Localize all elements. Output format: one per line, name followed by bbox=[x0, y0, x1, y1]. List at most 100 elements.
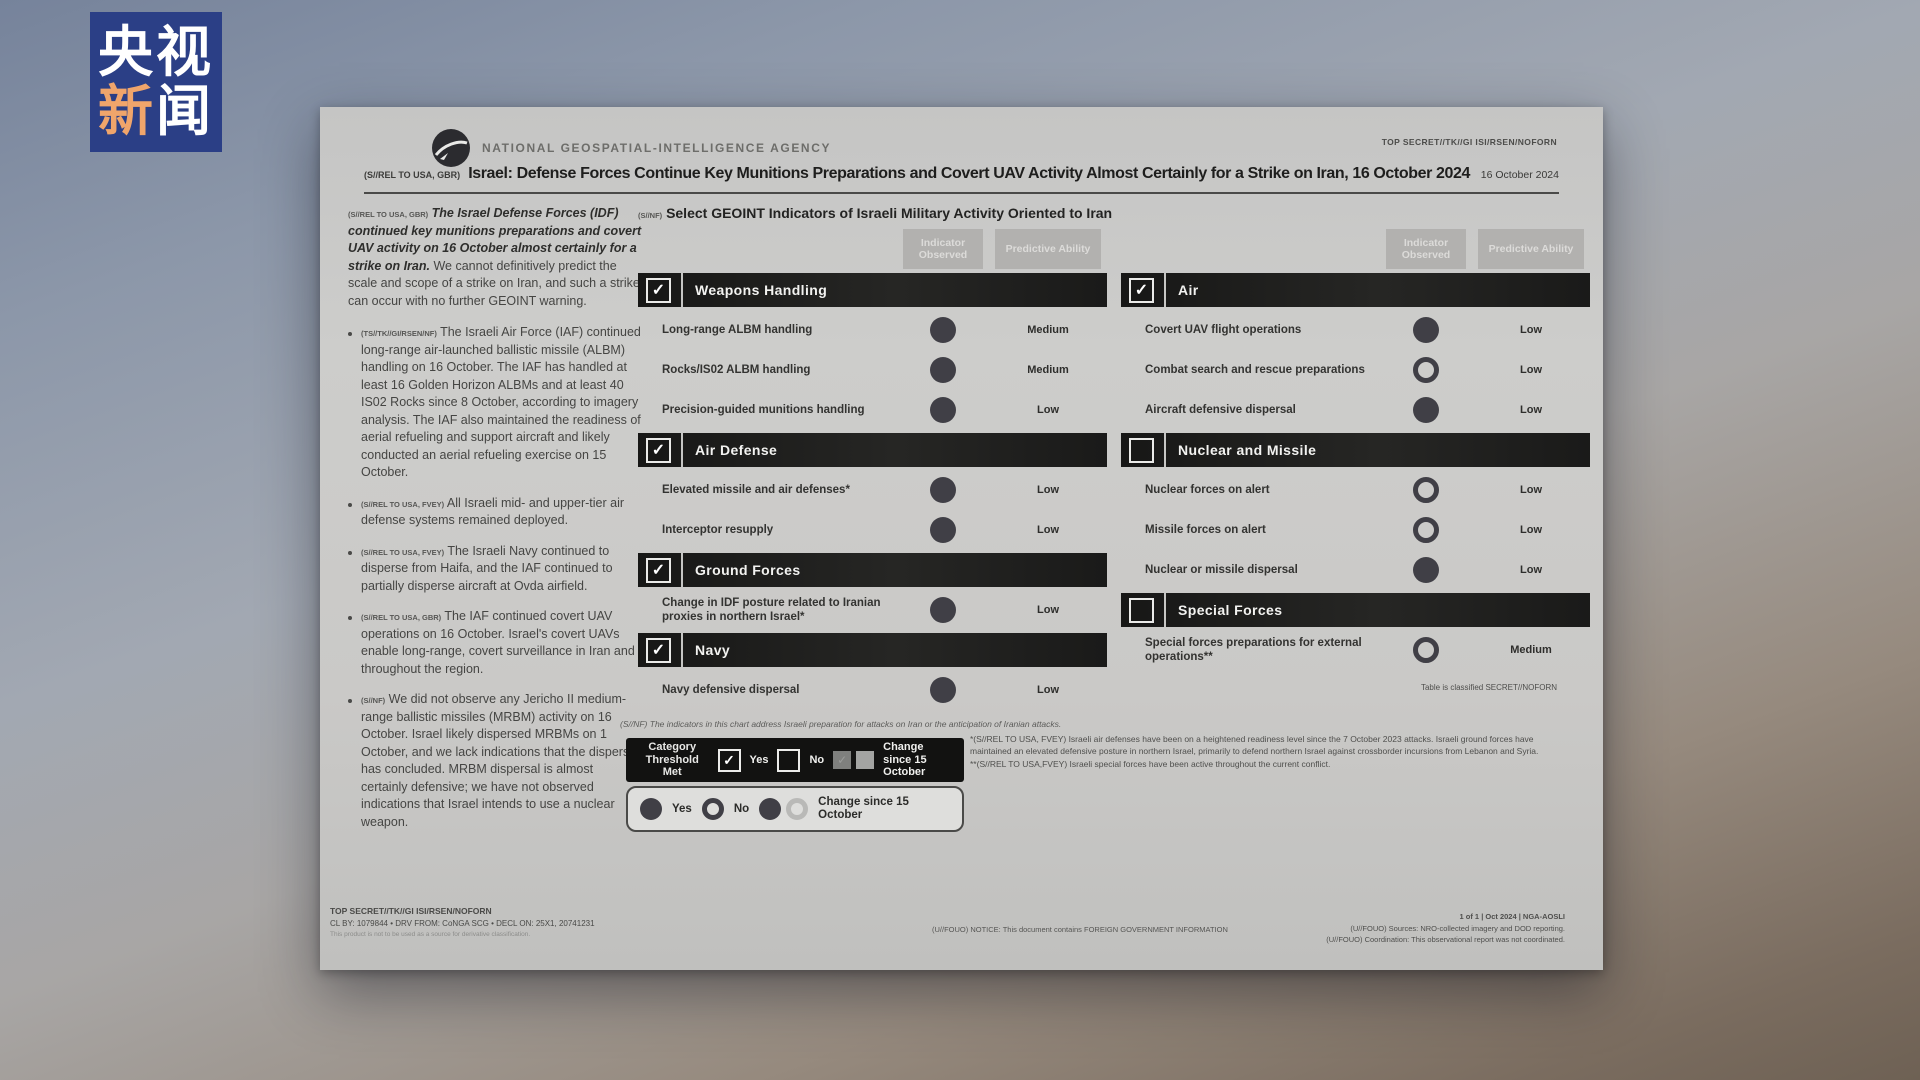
list-item: (TS//TK//GI/RSEN/NF) The Israeli Air For… bbox=[348, 324, 642, 482]
section-name: Special Forces bbox=[1178, 602, 1283, 618]
paragraph-marking: (S//REL TO USA, GBR) bbox=[348, 210, 429, 219]
footer-notice: (U//FOUO) NOTICE: This document contains… bbox=[932, 925, 1228, 934]
separator bbox=[1164, 433, 1166, 467]
footnotes: *(S//REL TO USA, FVEY) Israeli air defen… bbox=[970, 733, 1570, 770]
table-row: Covert UAV flight operations Low bbox=[1121, 310, 1590, 350]
checked-checkbox-icon: ✓ bbox=[646, 557, 671, 583]
bullet-text: (S//REL TO USA, FVEY) All Israeli mid- a… bbox=[361, 495, 625, 528]
changed-checkbox-icon: ✓ bbox=[833, 751, 852, 769]
separator bbox=[681, 633, 683, 667]
section-name: Navy bbox=[695, 642, 731, 658]
indicator-label: Nuclear or missile dispersal bbox=[1145, 563, 1298, 576]
table-left-column: Indicator Observed Predictive Ability ✓ Wea… bbox=[638, 229, 1107, 710]
checked-checkbox-icon: ✓ bbox=[646, 277, 671, 303]
unchecked-checkbox-icon bbox=[1129, 597, 1154, 623]
indicator-label: Covert UAV flight operations bbox=[1145, 323, 1302, 336]
title-row: (S//REL TO USA, GBR) Israel: Defense For… bbox=[364, 165, 1559, 194]
ghost-circle-icon bbox=[786, 798, 809, 820]
indicator-observed-cell bbox=[897, 477, 989, 503]
paragraph-marking: (S//REL TO USA, FVEY) bbox=[361, 547, 445, 557]
open-circle-icon bbox=[1413, 357, 1439, 383]
filled-circle-icon bbox=[930, 517, 956, 543]
footer-classification-block: TOP SECRET//TK//GI ISI/RSEN/NOFORN CL BY… bbox=[330, 906, 595, 938]
summary-paragraph: (S//REL TO USA, GBR) The Israel Defense … bbox=[348, 205, 642, 310]
bullet-dot-icon bbox=[348, 502, 352, 507]
table-row: Long-range ALBM handling Medium bbox=[638, 310, 1107, 350]
table-row: Precision-guided munitions handling Low bbox=[638, 390, 1107, 430]
filled-circle-icon bbox=[930, 397, 956, 423]
section-name: Weapons Handling bbox=[695, 282, 828, 298]
filled-circle-icon bbox=[640, 798, 662, 820]
filled-circle-icon bbox=[930, 357, 956, 383]
footnote-1: *(S//REL TO USA, FVEY) Israeli air defen… bbox=[970, 734, 1539, 757]
filled-circle-icon bbox=[759, 798, 782, 820]
table-row: Special forces preparations for external… bbox=[1121, 630, 1590, 670]
separator bbox=[681, 273, 683, 307]
separator bbox=[1164, 593, 1166, 627]
table-row: Combat search and rescue preparations Low bbox=[1121, 350, 1590, 390]
bullet-text: (S//REL TO USA, GBR) The IAF continued c… bbox=[361, 609, 635, 676]
filled-circle-icon bbox=[1413, 317, 1439, 343]
summary-lead: The Israel Defense Forces (IDF) continue… bbox=[348, 206, 642, 273]
filled-circle-icon bbox=[930, 317, 956, 343]
logo-row-1: 央视 bbox=[97, 20, 215, 83]
filled-circle-icon bbox=[930, 477, 956, 503]
section-header-weapons-handling: ✓ Weapons Handling bbox=[638, 273, 1107, 307]
indicator-label: Long-range ALBM handling bbox=[662, 323, 813, 336]
table-row: Elevated missile and air defenses* Low bbox=[638, 470, 1107, 510]
separator bbox=[1164, 273, 1166, 307]
open-circle-icon bbox=[1413, 517, 1439, 543]
predictive-ability-value: Low bbox=[1037, 484, 1059, 496]
section-header-special-forces: Special Forces bbox=[1121, 593, 1590, 627]
table-row: Change in IDF posture related to Iranian… bbox=[638, 590, 1107, 630]
indicator-label: Special forces preparations for external… bbox=[1145, 636, 1362, 663]
table-row: Aircraft defensive dispersal Low bbox=[1121, 390, 1590, 430]
indicator-observed-cell bbox=[1380, 477, 1472, 503]
section-header-ground-forces: ✓ Ground Forces bbox=[638, 553, 1107, 587]
column-header-predictive-ability: Predictive Ability bbox=[995, 229, 1101, 269]
filled-circle-icon bbox=[1413, 397, 1439, 423]
predictive-ability-value: Low bbox=[1037, 524, 1059, 536]
table-row: Nuclear or missile dispersal Low bbox=[1121, 550, 1590, 590]
indicator-label: Change in IDF posture related to Iranian… bbox=[662, 596, 881, 623]
column-headers: Indicator Observed Predictive Ability bbox=[638, 229, 1107, 269]
predictive-ability-value: Low bbox=[1037, 404, 1059, 416]
table-row: Interceptor resupply Low bbox=[638, 510, 1107, 550]
bullet-dot-icon bbox=[348, 699, 352, 703]
bullet-list: (TS//TK//GI/RSEN/NF) The Israeli Air For… bbox=[348, 324, 642, 831]
section-header-nuclear-and-missile: Nuclear and Missile bbox=[1121, 433, 1590, 467]
bullet-text: (S//REL TO USA, FVEY) The Israeli Navy c… bbox=[361, 543, 613, 593]
indicator-observed-cell bbox=[897, 597, 989, 623]
column-header-indicator-observed: Indicator Observed bbox=[903, 229, 983, 269]
table-classification-note: Table is classified SECRET//NOFORN bbox=[1420, 683, 1557, 692]
table-row: Rocks/IS02 ALBM handling Medium bbox=[638, 350, 1107, 390]
document-date: 16 October 2024 bbox=[1480, 169, 1559, 181]
predictive-ability-value: Low bbox=[1520, 364, 1542, 376]
bullet-dot-icon bbox=[348, 550, 352, 555]
indicator-label: Rocks/IS02 ALBM handling bbox=[662, 363, 811, 376]
section-name: Air Defense bbox=[695, 442, 778, 458]
section-header-air: ✓ Air bbox=[1121, 273, 1590, 307]
predictive-ability-value: Low bbox=[1520, 324, 1542, 336]
category-threshold-legend: Category Threshold Met ✓ Yes No ✓ Change… bbox=[626, 738, 964, 782]
section-header-navy: ✓ Navy bbox=[638, 633, 1107, 667]
indicator-label: Missile forces on alert bbox=[1145, 523, 1266, 536]
filled-circle-icon bbox=[1413, 557, 1439, 583]
checked-checkbox-icon: ✓ bbox=[646, 637, 671, 663]
cctv-news-logo: 央视 新闻 bbox=[90, 12, 222, 152]
document-header: NATIONAL GEOSPATIAL-INTELLIGENCE AGENCY bbox=[432, 129, 831, 167]
predictive-ability-value: Low bbox=[1037, 684, 1059, 696]
indicator-observed-cell bbox=[1380, 317, 1472, 343]
table-row: Navy defensive dispersal Low bbox=[638, 670, 1107, 710]
list-item: (S//REL TO USA, GBR) The IAF continued c… bbox=[348, 608, 642, 678]
geoint-indicator-table: (S//NF) Select GEOINT Indicators of Isra… bbox=[638, 205, 1590, 710]
predictive-ability-value: Medium bbox=[1027, 324, 1069, 336]
unchecked-checkbox-icon bbox=[777, 748, 801, 772]
nga-logo-icon bbox=[432, 129, 470, 167]
previous-checkbox-icon bbox=[856, 751, 875, 769]
predictive-ability-value: Medium bbox=[1027, 364, 1069, 376]
table-right-column: Indicator Observed Predictive Ability ✓ Air… bbox=[1121, 229, 1590, 670]
narrative-column: (S//REL TO USA, GBR) The Israel Defense … bbox=[348, 205, 642, 844]
checked-checkbox-icon: ✓ bbox=[1129, 277, 1154, 303]
